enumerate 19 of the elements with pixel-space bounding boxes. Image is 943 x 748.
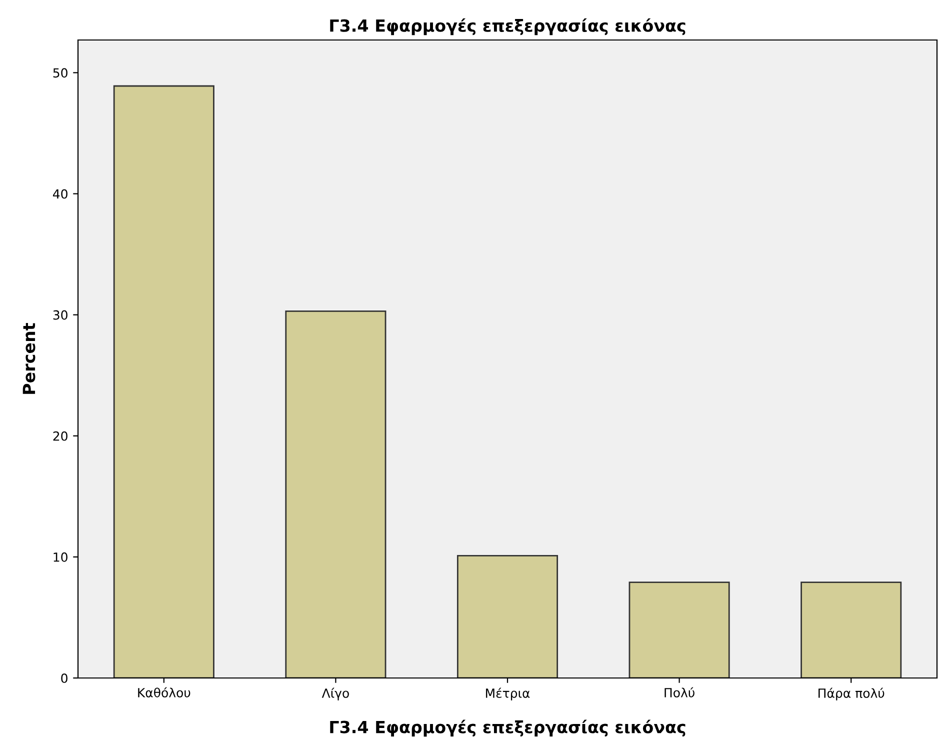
y-axis-title: Percent (22, 323, 36, 394)
y-tick-label: 10 (54, 552, 68, 562)
x-tick-label: Μέτρια (486, 688, 530, 700)
bar (113, 85, 214, 678)
x-axis-title: Γ3.4 Εφαρμογές επεξεργασίας εικόνας (330, 720, 686, 737)
y-tick-label: 0 (61, 673, 68, 683)
y-tick-label: 30 (53, 310, 68, 320)
y-tick-label: 40 (52, 189, 68, 199)
x-tick-label: Καθόλου (138, 687, 190, 698)
bar (456, 555, 558, 678)
chart-title: Γ3.4 Εφαρμογές επεξεργασίας εικόνας (330, 18, 686, 36)
x-tick-label: Πολύ (664, 687, 694, 698)
bar (285, 310, 386, 678)
x-tick-label: Πάρα πολύ (818, 688, 884, 700)
bar (628, 582, 730, 678)
y-tick-label: 20 (53, 431, 68, 441)
x-tick-label: Λίγο (322, 688, 349, 700)
bar (800, 582, 902, 678)
y-tick-label: 50 (53, 68, 68, 78)
